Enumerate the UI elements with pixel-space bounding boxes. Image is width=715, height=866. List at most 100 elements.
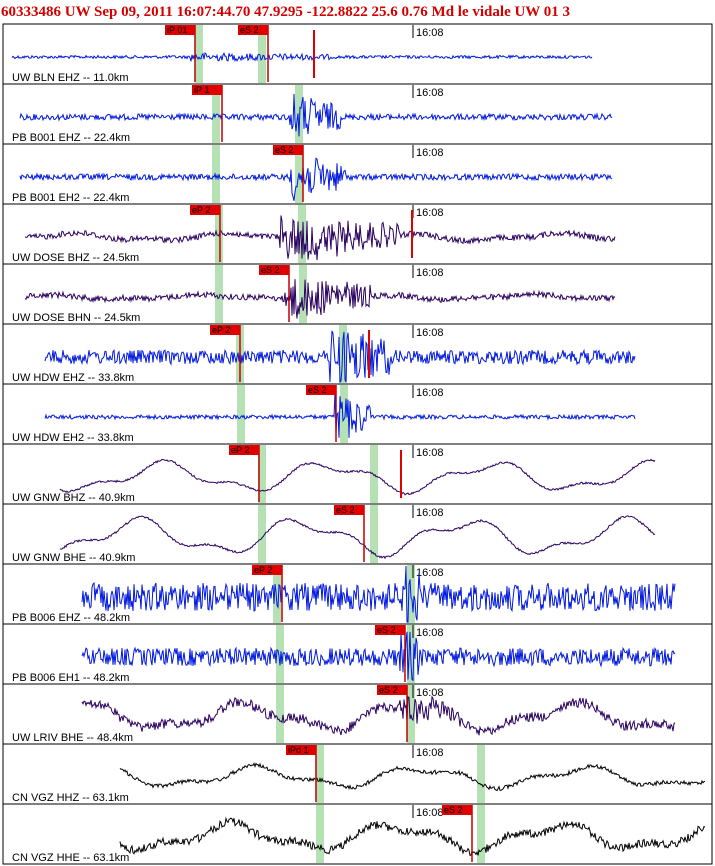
pick-window-band (237, 385, 245, 443)
time-label: 16:08 (416, 207, 444, 219)
phase-pick-label: iP 01 (167, 25, 187, 35)
waveform-trace (59, 515, 656, 560)
station-label: UW DOSE BHN -- 24.5km (12, 312, 140, 324)
phase-pick-box[interactable] (442, 805, 472, 815)
phase-pick-box[interactable] (273, 145, 303, 155)
trace-panel: 16:08 iP 1 PB B001 EHZ -- 22.4km (2, 83, 713, 145)
phase-pick-box[interactable] (229, 445, 259, 455)
waveform-trace (19, 93, 613, 137)
waveform-trace (119, 816, 706, 856)
trace-panel: 16:08 eS 2 UW HDW EH2 -- 33.8km (2, 383, 713, 445)
pick-window-band (370, 505, 378, 563)
station-label: PB B001 EH2 -- 22.4km (12, 192, 129, 204)
pick-window-band (195, 25, 203, 83)
station-label: UW BLN EHZ -- 11.0km (12, 72, 129, 84)
phase-pick-box[interactable] (286, 745, 316, 755)
time-label: 16:08 (416, 87, 444, 99)
waveform-trace (59, 458, 656, 496)
time-label: 16:08 (416, 747, 444, 759)
station-label: PB B006 EH1 -- 48.2km (12, 672, 129, 684)
waveform-trace (44, 330, 636, 384)
time-label: 16:08 (416, 387, 444, 399)
station-label: CN VGZ HHE -- 63.1km (12, 852, 129, 864)
station-label: CN VGZ HHZ -- 63.1km (12, 792, 129, 804)
phase-pick-label: iP 1 (194, 85, 209, 95)
station-label: UW GNW BHE -- 40.9km (12, 552, 135, 564)
trace-panel: 16:08 eS 2 UW LRIV BHE -- 48.4km (2, 683, 713, 745)
waveform-trace (19, 157, 613, 201)
pick-window-band (298, 205, 306, 263)
pick-window-band (477, 805, 485, 863)
time-label: 16:08 (416, 807, 444, 819)
trace-panel: 16:08 eS 2 PB B006 EH1 -- 48.2km (2, 623, 713, 685)
pick-window-band (340, 385, 348, 443)
trace-panel: 16:08 eS 2 UW DOSE BHN -- 24.5km (2, 263, 713, 325)
trace-panel: 16:08 eP 2 UW GNW BHZ -- 40.9km (2, 443, 713, 505)
station-label: UW GNW BHZ -- 40.9km (12, 492, 135, 504)
waveform-trace (81, 631, 676, 682)
time-label: 16:08 (416, 267, 444, 279)
waveform-trace (81, 565, 676, 623)
phase-pick-box[interactable] (252, 565, 282, 575)
panel-frame (2, 803, 713, 865)
time-label: 16:08 (416, 567, 444, 579)
pick-window-band (258, 445, 266, 503)
phase-pick-label: eS 2 (336, 505, 355, 515)
pick-window-band (477, 745, 485, 803)
station-label: PB B006 EHZ -- 48.2km (12, 612, 130, 624)
phase-pick-label: eS 2 (379, 685, 398, 695)
phase-pick-box[interactable] (210, 325, 240, 335)
pick-window-band (316, 805, 324, 863)
pick-window-band (407, 685, 415, 743)
phase-pick-box[interactable] (306, 385, 336, 395)
station-label: UW LRIV BHE -- 48.4km (12, 732, 133, 744)
phase-pick-box[interactable] (377, 685, 407, 695)
phase-pick-label: eP 2 (254, 565, 272, 575)
time-label: 16:08 (416, 327, 444, 339)
pick-window-band (258, 25, 266, 83)
phase-pick-label: eP 2 (231, 445, 249, 455)
pick-window-band (276, 685, 284, 743)
phase-pick-box[interactable] (375, 625, 405, 635)
waveform-trace (24, 215, 616, 261)
pick-window-band (212, 145, 220, 203)
phase-pick-box[interactable] (165, 25, 195, 35)
trace-panel: 16:08 eP 2 UW DOSE BHZ -- 24.5km (2, 203, 713, 265)
waveform-trace (81, 695, 676, 736)
pick-window-band (276, 625, 284, 683)
pick-window-band (316, 745, 324, 803)
time-label: 16:08 (416, 507, 444, 519)
phase-pick-box[interactable] (334, 505, 364, 515)
station-label: PB B001 EHZ -- 22.4km (12, 132, 130, 144)
phase-pick-label: eS 2 (377, 625, 396, 635)
phase-pick-box[interactable] (238, 25, 268, 35)
pick-window-band (370, 445, 378, 503)
trace-panel: 16:08 eP 2 UW HDW EHZ -- 33.8km (2, 323, 713, 385)
time-label: 16:08 (416, 627, 444, 639)
event-header: 60333486 UW Sep 09, 2011 16:07:44.70 47.… (1, 4, 571, 20)
time-label: 16:08 (416, 447, 444, 459)
waveform-trace (11, 52, 593, 63)
phase-pick-label: eS 2 (240, 25, 259, 35)
phase-pick-label: eS 2 (444, 805, 463, 815)
phase-pick-box[interactable] (259, 265, 289, 275)
phase-pick-box[interactable] (190, 205, 220, 215)
phase-pick-label: eS 2 (275, 145, 294, 155)
pick-window-band (273, 565, 281, 623)
time-label: 16:08 (416, 147, 444, 159)
time-label: 16:08 (416, 687, 444, 699)
pick-window-band (215, 265, 223, 323)
waveform-trace (119, 762, 706, 792)
phase-pick-label: eP 2 (212, 325, 230, 335)
time-label: 16:08 (416, 27, 444, 39)
station-label: UW HDW EHZ -- 33.8km (12, 372, 134, 384)
phase-pick-label: eS 2 (308, 385, 327, 395)
pick-window-band (212, 85, 220, 143)
phase-pick-box[interactable] (192, 85, 222, 95)
station-label: UW DOSE BHZ -- 24.5km (12, 252, 139, 264)
trace-panel: 16:08 eS 2 UW GNW BHE -- 40.9km (2, 503, 713, 565)
waveform-trace (24, 279, 616, 319)
waveform-trace (44, 391, 636, 438)
phase-pick-label: iPd 1 (288, 745, 309, 755)
